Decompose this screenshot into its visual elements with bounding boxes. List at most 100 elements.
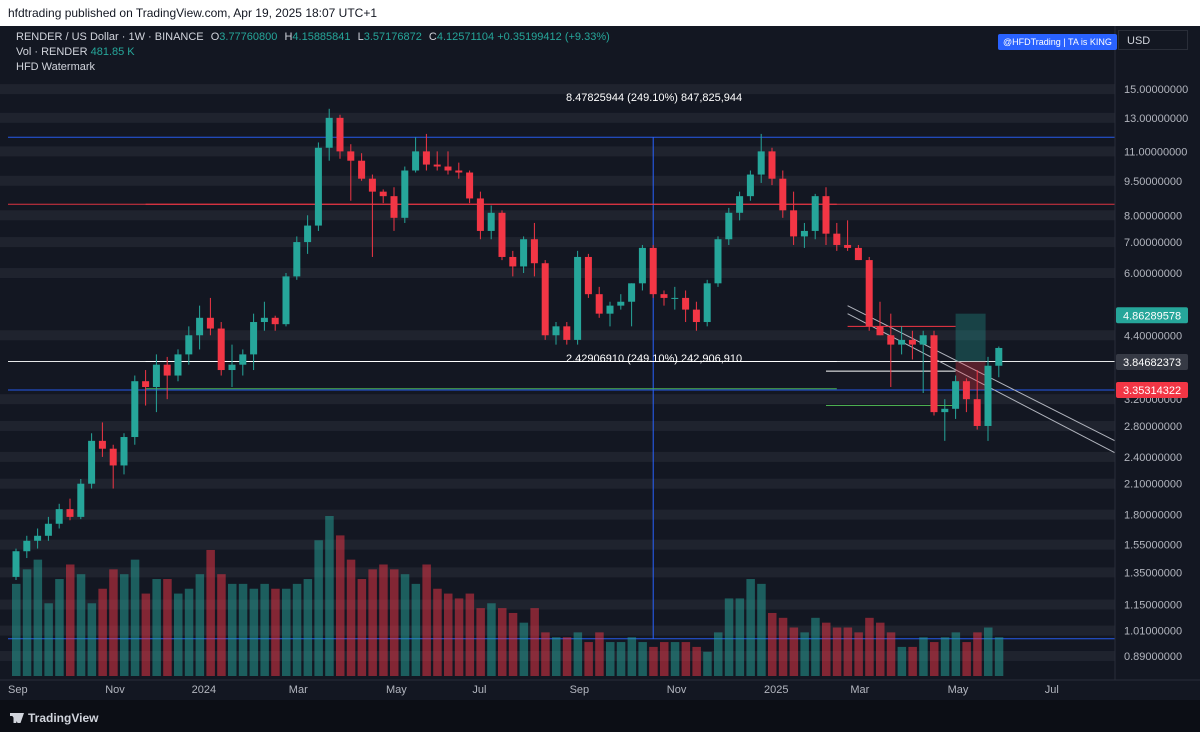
volume-bar <box>951 632 961 676</box>
volume-bar <box>962 642 971 676</box>
candle-body <box>466 172 474 199</box>
grid-band <box>0 175 1115 186</box>
x-tick-label: 2024 <box>192 684 216 696</box>
price-labels: 4.86289578 3.84682373 3.35314322 <box>1116 307 1188 398</box>
volume-bar <box>98 588 107 676</box>
y-tick-label: 15.00000000 <box>1124 84 1188 96</box>
candle-body <box>509 256 517 267</box>
volume-bar <box>55 579 64 676</box>
candle-body <box>487 212 495 231</box>
x-tick-label: Nov <box>667 684 687 696</box>
indicator-label[interactable]: HFD Watermark <box>16 61 96 73</box>
x-tick-labels: Sep Nov 2024 Mar May Jul Sep Nov 2025 Mar May Jul <box>8 684 1059 696</box>
volume-bar <box>195 574 205 676</box>
candle-body <box>217 328 225 371</box>
grid-band <box>0 237 1115 248</box>
candle-body <box>714 239 722 284</box>
price-label-box <box>1116 381 1188 398</box>
candle-body <box>628 283 636 302</box>
candle-body <box>552 326 560 336</box>
x-tick-label: Sep <box>8 684 28 696</box>
symbol-label[interactable]: RENDER / US Dollar · 1W · BINANCE <box>16 31 204 43</box>
time-axis[interactable] <box>0 680 1115 700</box>
volume-bar <box>886 632 896 676</box>
candle-body <box>314 147 322 226</box>
tradingview-logo-icon <box>10 713 24 723</box>
volume-bar <box>930 642 939 676</box>
volume-bar <box>681 642 691 676</box>
candle-body <box>606 305 614 314</box>
grid-band <box>0 539 1115 550</box>
volume-bar <box>109 569 118 676</box>
volume-bar <box>660 642 669 676</box>
candle-body <box>876 326 884 336</box>
price-axis[interactable] <box>1115 26 1200 680</box>
volume-bar <box>400 574 410 676</box>
candle-body <box>455 170 463 173</box>
legend-volume: Vol · RENDER 481.85 K <box>16 46 135 58</box>
candle-body <box>757 151 765 175</box>
publish-line: hfdtrading published on TradingView.com,… <box>8 6 378 20</box>
candle-body <box>995 347 1003 366</box>
volume-bar <box>368 569 377 676</box>
price-chart[interactable]: 15.00000000 13.00000000 11.00000000 9.50000… <box>0 26 1200 700</box>
volume-bar <box>703 651 712 676</box>
volume-bar <box>865 617 874 676</box>
x-tick-label: Jul <box>472 684 486 696</box>
footer-bar <box>0 700 1200 732</box>
grid-band <box>0 146 1115 157</box>
upper-measure-label: 8.47825944 (249.10%) 847,825,944 <box>566 92 742 104</box>
candle-body <box>228 364 236 371</box>
candle-body <box>401 170 409 218</box>
volume-bar <box>22 569 32 676</box>
candles <box>12 108 1003 580</box>
y-tick-label: 2.10000000 <box>1124 479 1182 491</box>
candle-body <box>185 335 193 355</box>
tradingview-logo[interactable]: TradingView <box>10 711 98 725</box>
candle-body <box>390 196 398 218</box>
y-tick-label: 2.40000000 <box>1124 452 1182 464</box>
candle-body <box>77 483 85 517</box>
volume-bar <box>465 593 475 676</box>
candle-body <box>854 247 862 261</box>
volume-bar <box>552 637 561 676</box>
candle-body <box>358 160 366 179</box>
volume-bar <box>908 646 917 676</box>
grid-band <box>0 567 1115 578</box>
volume-bar <box>379 564 388 676</box>
x-tick-label: Mar <box>850 684 869 696</box>
candle-body <box>206 317 214 329</box>
volume-bar <box>822 622 831 676</box>
profit-zone <box>955 313 986 362</box>
candle-body <box>498 212 506 257</box>
grid-band <box>0 451 1115 462</box>
candle-body <box>671 297 679 299</box>
volume-bar <box>87 603 97 676</box>
x-tick-label: Mar <box>289 684 308 696</box>
volume-bar <box>271 588 280 676</box>
volume-bars <box>12 516 1004 676</box>
grid-band <box>0 210 1115 221</box>
candle-body <box>725 212 733 240</box>
volume-bar <box>44 603 53 676</box>
volume-bar <box>692 646 701 676</box>
volume-bar <box>811 617 820 676</box>
volume-label[interactable]: Vol · RENDER <box>16 46 88 58</box>
currency-selector[interactable]: USD <box>1118 30 1188 50</box>
volume-bar <box>282 588 291 676</box>
y-tick-label: 6.00000000 <box>1124 268 1182 280</box>
candle-body <box>584 256 592 295</box>
candle-body <box>282 276 290 325</box>
candle-body <box>347 151 355 161</box>
candle-body <box>962 381 970 400</box>
volume-bar <box>487 603 496 676</box>
volume-bar <box>390 569 399 676</box>
legend-indicator: HFD Watermark <box>16 61 95 73</box>
high-value: 4.15885841 <box>292 31 351 43</box>
volume-bar <box>346 559 356 676</box>
candle-body <box>422 151 430 165</box>
candle-body <box>34 535 42 541</box>
candle-body <box>790 210 798 237</box>
candle-body <box>412 151 420 171</box>
price-label: 3.84682373 <box>1123 357 1181 369</box>
